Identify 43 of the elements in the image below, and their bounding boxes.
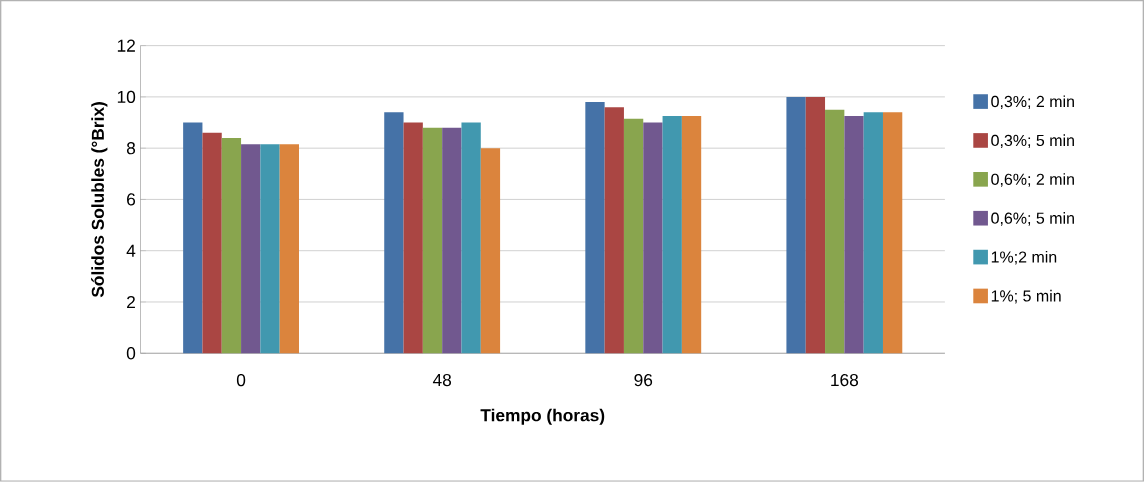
bar — [844, 116, 864, 354]
bar — [403, 122, 423, 354]
bar — [863, 112, 883, 354]
x-axis-title: Tiempo (horas) — [480, 408, 605, 425]
bar — [604, 107, 624, 354]
bar — [786, 96, 806, 354]
legend-label: 0,6%; 2 min — [991, 173, 1074, 187]
bar — [623, 118, 644, 354]
bar — [422, 127, 443, 354]
bar — [183, 122, 203, 354]
bar — [681, 116, 702, 354]
y-tick-label: 4 — [126, 244, 136, 257]
bar — [805, 96, 826, 354]
bar — [825, 109, 845, 354]
legend-label: 0,3%; 5 min — [991, 134, 1074, 149]
legend-label: 1%; 5 min — [991, 289, 1061, 304]
bar — [461, 122, 481, 354]
bar — [279, 144, 299, 354]
bar — [442, 127, 462, 354]
bar — [260, 144, 280, 354]
y-tick-label: 10 — [117, 90, 136, 104]
bar — [221, 138, 242, 354]
y-axis-title: Sólidos Solubles (°Brix) — [91, 102, 108, 298]
x-tick-label: 0 — [236, 374, 246, 387]
bar — [202, 132, 222, 354]
y-tick-label: 6 — [127, 193, 136, 206]
bar — [241, 144, 261, 354]
legend-label: 1%;2 min — [991, 251, 1057, 265]
x-tick-label: 168 — [831, 374, 859, 387]
bar — [480, 148, 501, 354]
legend-label: 0,6%; 5 min — [991, 212, 1074, 226]
y-tick-label: 8 — [126, 142, 136, 155]
legend-label: 0,3%; 2 min — [991, 95, 1074, 110]
x-tick-label: 96 — [634, 374, 653, 387]
bar — [882, 112, 903, 354]
bar — [384, 112, 404, 354]
y-tick-label: 2 — [127, 296, 135, 309]
y-tick-label: 12 — [117, 39, 135, 52]
bar — [662, 116, 682, 354]
bar — [643, 122, 663, 354]
bar — [585, 102, 605, 354]
y-tick-label: 0 — [126, 347, 136, 360]
x-tick-label: 48 — [432, 374, 452, 387]
